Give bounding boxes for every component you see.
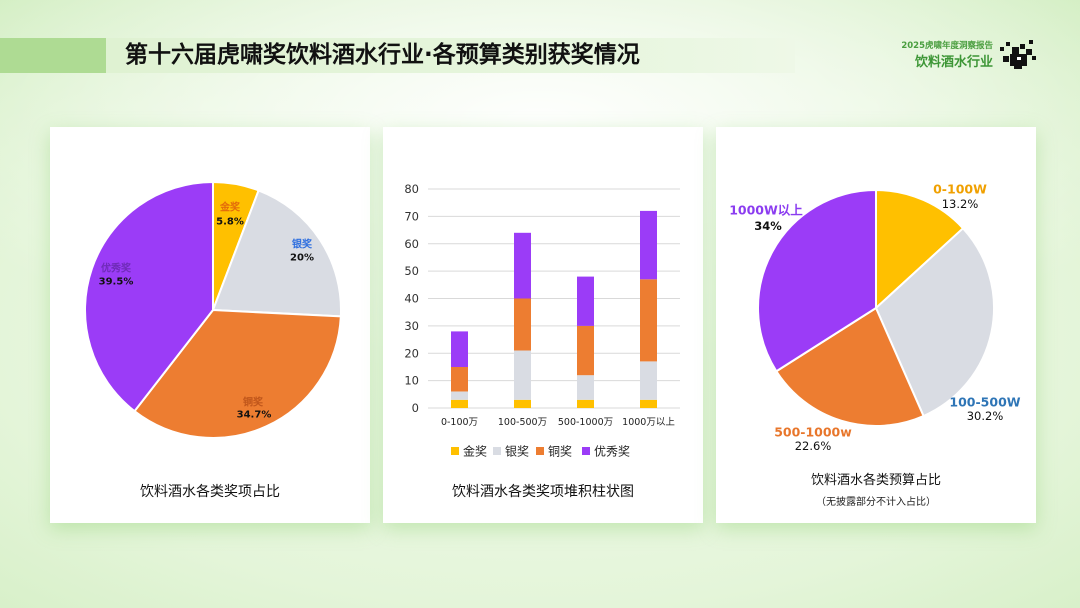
budget-1000w-plus-percent-label: 34% <box>754 219 782 233</box>
bar-segment-gold <box>640 399 657 408</box>
silver-award-label: 银奖 <box>292 238 313 251</box>
y-tick-label: 60 <box>404 237 419 251</box>
y-tick-label: 70 <box>404 209 419 223</box>
bar-segment-gold <box>451 399 468 408</box>
legend-swatch-bronze <box>536 447 544 455</box>
budget-500-1000w-label: 500-1000w <box>774 425 852 440</box>
bronze-award-label: 铜奖 <box>243 396 264 409</box>
y-tick-label: 80 <box>404 182 419 196</box>
budget-share-card: 0-100W 13.2% 100-500W 30.2% 500-1000w 22.6% 10… <box>716 127 1036 523</box>
bronze-award-percent-label: 34.7% <box>237 410 272 421</box>
budget-500-1000w-percent-label: 22.6% <box>795 439 832 453</box>
bar-segment-bronze <box>577 325 594 376</box>
bronze-award-slice <box>133 309 342 439</box>
bar-segment-silver <box>514 350 531 400</box>
bar-segment-bronze <box>514 298 531 351</box>
y-tick-label: 0 <box>412 401 419 415</box>
excellence-award-percent-label: 39.5% <box>99 277 134 288</box>
y-tick-label: 30 <box>404 319 419 333</box>
bar-segment-excellence <box>451 331 468 367</box>
x-category-label: 0-100万 <box>441 417 478 428</box>
silver-award-slice <box>212 189 342 318</box>
report-name: 2025虎啸年度洞察报告 <box>901 41 993 51</box>
bar-segment-silver <box>577 375 594 400</box>
legend-swatch-gold <box>451 447 459 455</box>
gold-award-label: 金奖 <box>219 201 241 214</box>
legend-label-gold: 金奖 <box>463 444 487 459</box>
bar-segment-bronze <box>640 279 657 362</box>
budget-100-500w-label: 100-500W <box>949 395 1020 410</box>
y-tick-label: 40 <box>404 292 419 306</box>
legend-label-excellence: 优秀奖 <box>594 445 630 459</box>
budget-0-100w-percent-label: 13.2% <box>942 197 979 211</box>
bar-segment-excellence <box>640 210 657 280</box>
budget-0-100w-label: 0-100W <box>933 182 987 197</box>
legend-label-bronze: 铜奖 <box>548 444 572 459</box>
title-band <box>106 38 795 73</box>
budget-100-500w-slice <box>875 227 995 417</box>
page-title: 第十六届虎啸奖饮料酒水行业·各预算类别获奖情况 <box>125 42 640 68</box>
legend-swatch-excellence <box>582 447 590 455</box>
budget-share-note: （无披露部分不计入占比） <box>816 497 936 508</box>
bar-segment-excellence <box>577 276 594 326</box>
award-share-card: 金奖 5.8% 银奖 20% 铜奖 34.7% 优秀奖 39.5% 饮料酒水各类奖项占比 <box>50 127 370 523</box>
y-tick-label: 50 <box>404 264 419 278</box>
bar-segment-silver <box>451 391 468 400</box>
budget-share-caption: 饮料酒水各类预算占比 <box>810 473 941 488</box>
award-share-caption: 饮料酒水各类奖项占比 <box>140 484 280 500</box>
budget-100-500w-percent-label: 30.2% <box>967 409 1004 423</box>
bar-segment-gold <box>577 399 594 408</box>
bar-segment-silver <box>640 361 657 400</box>
silver-award-percent-label: 20% <box>290 253 314 264</box>
budget-1000w-plus-slice <box>757 189 877 373</box>
award-stacked-bar-chart: 0 10 20 30 40 50 60 70 80 0-100万 100-500万 500-1000万… <box>404 182 680 459</box>
budget-500-1000w-slice <box>775 307 925 427</box>
title-accent-block <box>0 38 106 73</box>
legend-label-silver: 银奖 <box>505 445 529 459</box>
budget-0-100w-slice <box>875 189 965 309</box>
excellence-award-slice <box>84 181 214 413</box>
stacked-bar-caption: 饮料酒水各类奖项堆积柱状图 <box>452 484 634 500</box>
excellence-award-label: 优秀奖 <box>101 262 132 275</box>
bar-segment-excellence <box>514 232 531 299</box>
industry-name: 饮料酒水行业 <box>914 55 993 70</box>
bar-segment-bronze <box>451 366 468 392</box>
gold-award-percent-label: 5.8% <box>216 217 244 228</box>
legend-swatch-silver <box>493 447 501 455</box>
x-category-label: 500-1000万 <box>558 417 613 428</box>
brand-logo-icon <box>1000 40 1036 69</box>
y-tick-label: 20 <box>404 346 419 360</box>
y-tick-label: 10 <box>404 374 419 388</box>
bar-segment-gold <box>514 399 531 408</box>
x-category-label: 1000万以上 <box>622 417 675 428</box>
award-stacked-bar-card: 0 10 20 30 40 50 60 70 80 0-100万 100-500万 500-1000万… <box>383 127 703 523</box>
budget-1000w-plus-label: 1000W以上 <box>729 203 803 218</box>
x-category-label: 100-500万 <box>498 417 547 428</box>
